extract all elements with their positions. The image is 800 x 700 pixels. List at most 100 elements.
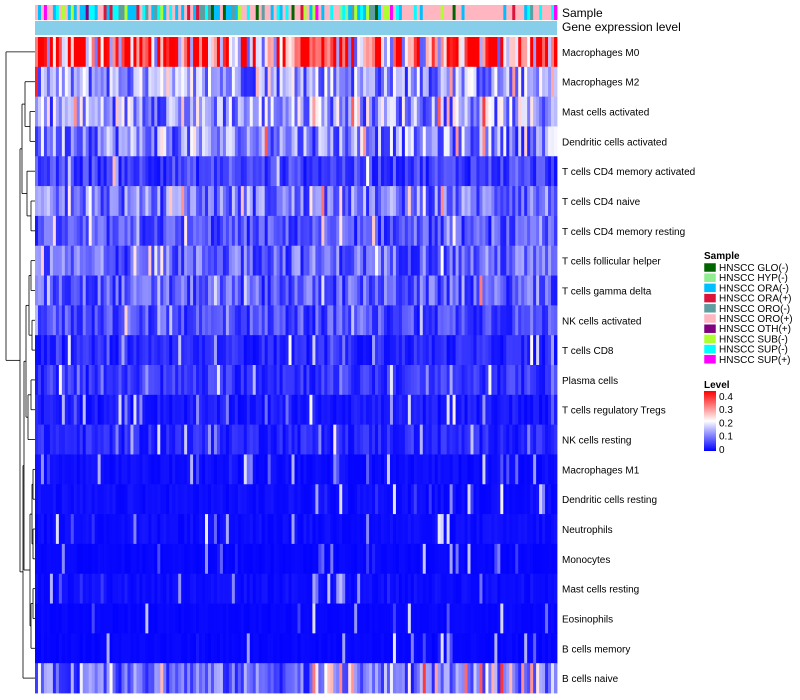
heatmap-cell (339, 126, 343, 157)
heatmap-cell (494, 96, 498, 127)
heatmap-cell (273, 275, 278, 306)
heatmap-cell (318, 573, 322, 604)
heatmap-cell (237, 335, 242, 366)
sample-annotation-cell (375, 5, 379, 20)
heatmap-cell (282, 126, 286, 157)
heatmap-cell (342, 603, 346, 634)
heatmap-cell (282, 573, 286, 604)
heatmap-cell (318, 245, 322, 276)
heatmap-cell (372, 663, 376, 694)
heatmap-cell (464, 603, 468, 634)
heatmap-cell (40, 484, 45, 515)
heatmap-cell (425, 335, 430, 366)
heatmap-cell (330, 245, 334, 276)
heatmap-cell (76, 305, 81, 336)
heatmap-cell (270, 514, 275, 545)
heatmap-cell (488, 215, 492, 247)
heatmap-cell (124, 603, 128, 634)
heatmap-cell (339, 96, 343, 127)
heatmap-cell (530, 424, 534, 455)
heatmap-cell (554, 454, 558, 485)
heatmap-cell (264, 633, 269, 664)
heatmap-cell (530, 126, 534, 157)
heatmap-cell (130, 484, 134, 515)
heatmap-cell (389, 454, 394, 485)
heatmap-cell (178, 215, 182, 247)
heatmap-cell (208, 424, 212, 455)
heatmap-cell (533, 66, 537, 98)
heatmap-cell (97, 215, 102, 247)
sample-annotation-cell (467, 5, 471, 20)
heatmap-cell (401, 245, 406, 276)
heatmap-cell (339, 215, 343, 247)
heatmap-cell (112, 126, 116, 157)
heatmap-cell (237, 365, 242, 396)
sample-annotation-cell (94, 5, 99, 20)
heatmap-cell (91, 663, 96, 694)
heatmap-cell (231, 126, 236, 157)
heatmap-cell (494, 66, 498, 98)
heatmap-cell (94, 186, 99, 217)
heatmap-cell (467, 96, 471, 127)
heatmap-cell (187, 335, 191, 366)
heatmap-cell (360, 424, 364, 455)
heatmap-cell (297, 245, 301, 276)
heatmap-cell (428, 305, 433, 336)
heatmap-cell (431, 633, 436, 664)
heatmap-cell (234, 335, 239, 366)
heatmap-cell (273, 454, 278, 485)
heatmap-cell (97, 66, 102, 98)
heatmap-cell (506, 603, 510, 634)
heatmap-cell (237, 424, 242, 455)
heatmap-cell (210, 543, 215, 575)
heatmap-cell (512, 603, 516, 634)
heatmap-cell (187, 484, 191, 515)
heatmap-cell (109, 543, 113, 575)
heatmap-cell (154, 514, 158, 545)
heatmap-cell (106, 543, 110, 575)
heatmap-cell (545, 543, 549, 575)
heatmap-cell (375, 484, 379, 515)
heatmap-cell (136, 186, 140, 217)
heatmap-cell (488, 335, 492, 366)
heatmap-cell (130, 96, 134, 127)
heatmap-cell (363, 96, 367, 127)
heatmap-cell (35, 126, 39, 157)
heatmap-cell (375, 543, 379, 575)
heatmap-cell (258, 484, 263, 515)
heatmap-cell (381, 275, 385, 306)
heatmap-cell (240, 663, 245, 694)
heatmap-cell (366, 215, 370, 247)
heatmap-cell (416, 663, 421, 694)
heatmap-cell (321, 275, 325, 306)
heatmap-cell (43, 543, 48, 575)
heatmap-cell (193, 126, 197, 157)
heatmap-cell (151, 484, 155, 515)
heatmap-cell (184, 305, 188, 336)
heatmap-cell (258, 37, 263, 68)
heatmap-cell (366, 394, 370, 426)
heatmap-cell (255, 96, 260, 127)
heatmap-cell (515, 365, 519, 396)
heatmap-cell (127, 424, 131, 455)
heatmap-cell (360, 245, 364, 276)
heatmap-cell (497, 275, 501, 306)
heatmap-cell (491, 454, 495, 485)
heatmap-cell (351, 603, 355, 634)
heatmap-cell (482, 633, 486, 664)
heatmap-cell (109, 603, 113, 634)
heatmap-cell (67, 335, 72, 366)
heatmap-cell (378, 424, 382, 455)
heatmap-cell (315, 96, 319, 127)
heatmap-cell (115, 514, 119, 545)
heatmap-cell (354, 275, 358, 306)
heatmap-cell (327, 573, 331, 604)
heatmap-cell (166, 573, 170, 604)
heatmap-cell (515, 245, 519, 276)
heatmap-cell (533, 424, 537, 455)
heatmap-cell (145, 424, 149, 455)
sample-annotation-cell (446, 5, 451, 20)
heatmap-cell (515, 514, 519, 545)
heatmap-cell (70, 126, 75, 157)
heatmap-cell (216, 156, 221, 187)
